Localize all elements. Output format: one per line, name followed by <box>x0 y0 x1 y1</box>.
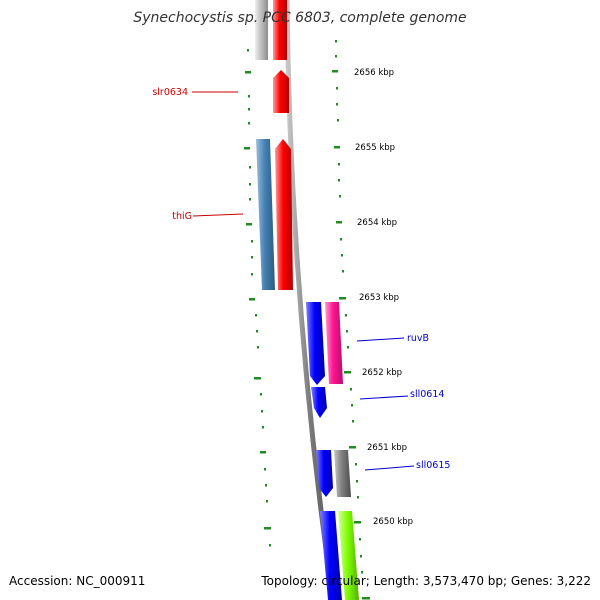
tick-left <box>247 49 249 52</box>
tick-right <box>361 571 363 574</box>
tick-right <box>354 521 361 524</box>
feature-sll0614[interactable] <box>311 387 327 418</box>
tick-right <box>337 119 339 122</box>
tick-left <box>262 426 264 429</box>
feature-ruvB[interactable] <box>325 302 343 384</box>
tick-left <box>249 183 251 186</box>
tick-right <box>357 496 359 499</box>
tick-left <box>249 166 251 169</box>
tick-right <box>339 195 341 198</box>
tick-right <box>336 221 342 224</box>
gene-label-sll0615[interactable]: sll0615 <box>416 460 450 471</box>
gene-label-ruvB[interactable]: ruvB <box>407 333 429 344</box>
gene-label-sll0614[interactable]: sll0614 <box>410 389 444 400</box>
tick-right <box>350 388 352 391</box>
leader-line <box>359 395 409 400</box>
kbp-label: 2656 kbp <box>354 68 394 78</box>
tick-left <box>251 273 253 276</box>
feature-lime-bottom[interactable] <box>338 511 359 600</box>
genome-backbone <box>284 0 336 600</box>
tick-right <box>345 314 347 317</box>
tick-left <box>264 468 266 471</box>
leader-line <box>356 337 405 342</box>
tick-marks <box>244 40 370 600</box>
tick-left <box>255 314 257 317</box>
kbp-label: 2652 kbp <box>362 368 402 378</box>
genome-summary-text: Topology: circular; Length: 3,573,470 bp… <box>261 574 591 588</box>
tick-left <box>266 500 268 503</box>
feature-slr0634[interactable] <box>273 70 289 113</box>
tick-right <box>359 538 361 541</box>
tick-right <box>341 254 343 257</box>
leader-line <box>192 213 244 217</box>
tick-right <box>340 238 342 241</box>
kbp-label: 2650 kbp <box>373 517 413 527</box>
tick-right <box>335 55 337 58</box>
tick-right <box>351 404 353 407</box>
tick-right <box>339 297 346 300</box>
tick-left <box>248 95 250 98</box>
tick-left <box>244 147 250 150</box>
tick-right <box>355 463 357 466</box>
tick-right <box>356 480 358 483</box>
tick-left <box>251 256 253 259</box>
tick-right <box>360 555 362 558</box>
tick-left <box>251 240 253 243</box>
kbp-label: 2655 kbp <box>355 143 395 153</box>
gene-label-thiG[interactable]: thiG <box>172 211 192 222</box>
leader-line <box>364 465 415 471</box>
gene-label-slr0634[interactable]: slr0634 <box>152 87 188 98</box>
tick-right <box>336 103 338 106</box>
kbp-label: 2654 kbp <box>357 218 397 228</box>
tick-left <box>254 377 261 380</box>
accession-text: Accession: NC_000911 <box>9 574 146 588</box>
tick-left <box>249 198 251 201</box>
tick-right <box>334 146 340 149</box>
feature-steelblue[interactable] <box>256 139 275 290</box>
feature-thiG[interactable] <box>275 139 293 290</box>
tick-right <box>352 420 354 423</box>
tick-left <box>257 346 259 349</box>
gene-labels: slr0634 thiG ruvB sll0614 sll0615 <box>152 87 450 471</box>
tick-right <box>338 163 340 166</box>
kbp-label: 2653 kbp <box>359 293 399 303</box>
tick-left <box>264 527 271 530</box>
feature-lightgray-top[interactable] <box>255 0 268 60</box>
tick-right <box>344 371 351 374</box>
feature-red-top[interactable] <box>273 0 287 60</box>
tick-right <box>335 40 337 43</box>
kbp-labels: 2656 kbp 2655 kbp 2654 kbp 2653 kbp 2652… <box>354 68 413 527</box>
feature-gray[interactable] <box>334 450 351 497</box>
tick-right <box>336 87 338 90</box>
tick-right <box>338 179 340 182</box>
feature-blue-ruvB-area[interactable] <box>306 302 325 385</box>
kbp-label: 2651 kbp <box>367 443 407 453</box>
tick-right <box>349 446 356 449</box>
tick-right <box>362 597 370 600</box>
tick-right <box>346 330 348 333</box>
feature-blue-bottom[interactable] <box>320 511 342 600</box>
tick-right <box>342 270 344 273</box>
tick-right <box>332 70 338 73</box>
tick-right <box>347 346 349 349</box>
tick-left <box>248 108 250 111</box>
tick-left <box>256 330 258 333</box>
tick-left <box>265 484 267 487</box>
map-title: Synechocystis sp. PCC 6803, complete gen… <box>133 10 466 26</box>
tick-left <box>248 122 250 125</box>
tick-left <box>261 410 263 413</box>
tick-left <box>245 71 251 74</box>
feature-sll0615[interactable] <box>316 450 333 497</box>
tick-left <box>260 393 262 396</box>
tick-left <box>269 544 271 547</box>
tick-left <box>246 223 252 226</box>
tick-left <box>260 451 266 454</box>
tick-left <box>249 298 255 301</box>
